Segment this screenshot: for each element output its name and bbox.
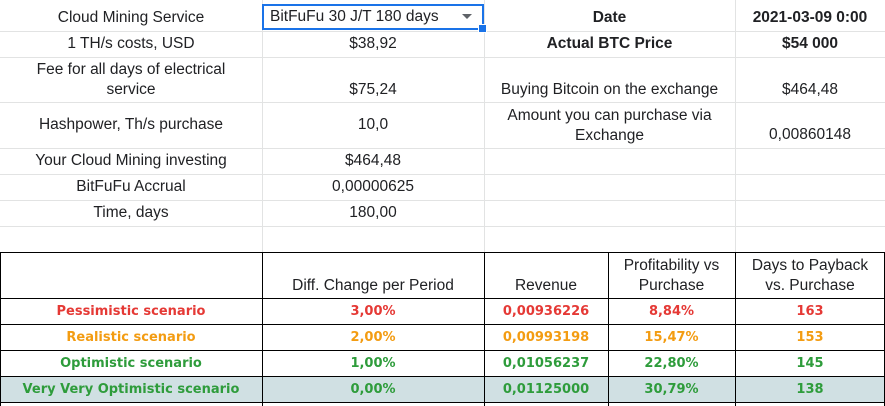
hashpower-label[interactable]: Hashpower, Th/s purchase xyxy=(38,116,224,133)
table-border xyxy=(0,376,885,377)
investing-value[interactable]: $464,48 xyxy=(344,152,402,169)
profitability-cell[interactable]: 15,47% xyxy=(644,329,699,345)
btc-price-label[interactable]: Actual BTC Price xyxy=(546,35,673,52)
service-select[interactable]: BitFuFu 30 J/T 180 days xyxy=(262,4,487,33)
revenue-cell[interactable]: 0,01056237 xyxy=(502,355,590,371)
exchange-amount-value[interactable]: 0,00860148 xyxy=(769,126,851,143)
table-row: Pessimistic scenario 3,00% 0,00936226 8,… xyxy=(0,298,885,324)
table-border xyxy=(484,252,485,406)
profitability-cell[interactable]: 8,84% xyxy=(648,303,695,319)
profitability-cell[interactable]: 22,80% xyxy=(644,355,699,371)
hashpower-value[interactable]: 10,0 xyxy=(357,116,389,133)
grid-line xyxy=(484,0,485,252)
exchange-buy-label[interactable]: Buying Bitcoin on the exchange xyxy=(500,80,719,98)
grid-line xyxy=(0,31,885,32)
accrual-value[interactable]: 0,00000625 xyxy=(332,178,414,195)
time-days-label[interactable]: Time, days xyxy=(93,204,169,221)
grid-line xyxy=(262,0,263,252)
diff-change-cell[interactable]: 1,00% xyxy=(350,355,396,371)
service-label[interactable]: Cloud Mining Service xyxy=(57,9,205,26)
scenario-name[interactable]: Very Very Optimistic scenario xyxy=(22,381,240,397)
header-cell[interactable]: Diff. Change per Period xyxy=(292,277,454,294)
date-value[interactable]: 2021-03-09 0:00 xyxy=(752,9,868,26)
scenario-name[interactable]: Optimistic scenario xyxy=(60,355,202,371)
diff-change-cell[interactable]: 3,00% xyxy=(350,303,396,319)
selection-fill-handle[interactable] xyxy=(478,24,487,33)
grid-line xyxy=(0,57,885,58)
revenue-cell[interactable]: 0,00936226 xyxy=(502,303,590,319)
accrual-label[interactable]: BitFuFu Accrual xyxy=(76,178,186,195)
grid-line xyxy=(0,226,885,227)
exchange-buy-value[interactable]: $464,48 xyxy=(781,80,839,98)
grid-line xyxy=(0,148,885,149)
scenario-name[interactable]: Realistic scenario xyxy=(66,329,196,345)
payback-days-cell[interactable]: 163 xyxy=(796,303,824,319)
ths-cost-label[interactable]: 1 TH/s costs, USD xyxy=(67,35,195,52)
diff-change-cell[interactable]: 0,00% xyxy=(350,381,396,397)
electric-fee-value[interactable]: $75,24 xyxy=(349,80,397,98)
exchange-amount-label[interactable]: Amount you can purchase via Exchange xyxy=(507,107,712,144)
profitability-cell[interactable]: 30,79% xyxy=(644,381,699,397)
table-header-row: Diff. Change per Period Revenue Profitab… xyxy=(0,252,885,298)
table-border xyxy=(0,402,885,403)
payback-days-cell[interactable]: 138 xyxy=(796,381,824,397)
btc-price-value[interactable]: $54 000 xyxy=(781,35,839,52)
table-border xyxy=(0,324,885,325)
header-cell[interactable] xyxy=(0,252,262,298)
header-cell[interactable]: Revenue xyxy=(514,277,578,294)
table-row: Very Very Optimistic scenario 0,00% 0,01… xyxy=(0,376,885,402)
table-border xyxy=(0,252,1,406)
chevron-down-icon[interactable] xyxy=(462,14,472,19)
grid-line xyxy=(0,200,885,201)
payback-days-cell[interactable]: 153 xyxy=(796,329,824,345)
service-select-value: BitFuFu 30 J/T 180 days xyxy=(270,8,439,25)
revenue-cell[interactable]: 0,00993198 xyxy=(502,329,590,345)
table-border xyxy=(608,252,609,406)
table-border xyxy=(0,252,885,253)
date-label[interactable]: Date xyxy=(592,9,627,26)
table-border xyxy=(0,298,885,299)
table-row: Realistic scenario 2,00% 0,00993198 15,4… xyxy=(0,324,885,350)
table-row: Optimistic scenario 1,00% 0,01056237 22,… xyxy=(0,350,885,376)
header-cell[interactable]: Profitability vs Purchase xyxy=(623,257,720,294)
scenarios-table: Diff. Change per Period Revenue Profitab… xyxy=(0,252,885,406)
header-cell[interactable]: Days to Payback vs. Purchase xyxy=(751,257,869,294)
revenue-cell[interactable]: 0,01125000 xyxy=(502,381,590,397)
table-border xyxy=(735,252,736,406)
time-days-value[interactable]: 180,00 xyxy=(349,204,397,221)
grid-line xyxy=(0,174,885,175)
table-border xyxy=(262,252,263,406)
diff-change-cell[interactable]: 2,00% xyxy=(350,329,396,345)
scenario-name[interactable]: Pessimistic scenario xyxy=(56,303,206,319)
electric-fee-label[interactable]: Fee for all days of electrical service xyxy=(36,60,226,98)
table-border xyxy=(0,350,885,351)
investing-label[interactable]: Your Cloud Mining investing xyxy=(35,152,227,169)
ths-cost-value[interactable]: $38,92 xyxy=(349,35,397,52)
grid-line xyxy=(735,0,736,252)
payback-days-cell[interactable]: 145 xyxy=(796,355,824,371)
grid-line xyxy=(0,102,885,103)
